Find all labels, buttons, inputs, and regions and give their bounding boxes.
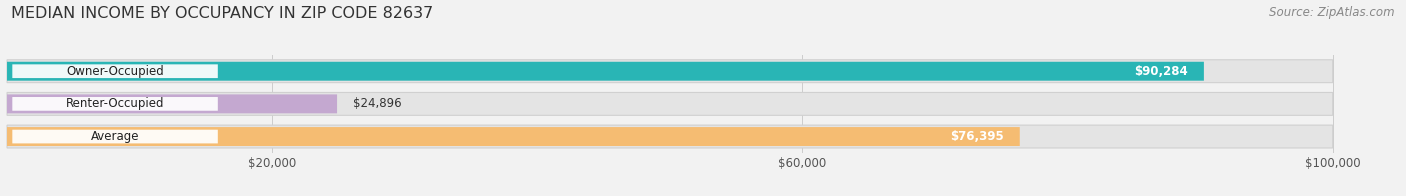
FancyBboxPatch shape: [7, 60, 1333, 83]
Text: $76,395: $76,395: [950, 130, 1004, 143]
Text: Source: ZipAtlas.com: Source: ZipAtlas.com: [1270, 6, 1395, 19]
FancyBboxPatch shape: [13, 64, 218, 78]
Text: Average: Average: [91, 130, 139, 143]
FancyBboxPatch shape: [13, 97, 218, 111]
FancyBboxPatch shape: [7, 125, 1333, 148]
FancyBboxPatch shape: [7, 62, 1204, 81]
FancyBboxPatch shape: [7, 127, 1019, 146]
Text: MEDIAN INCOME BY OCCUPANCY IN ZIP CODE 82637: MEDIAN INCOME BY OCCUPANCY IN ZIP CODE 8…: [11, 6, 433, 21]
FancyBboxPatch shape: [13, 130, 218, 143]
FancyBboxPatch shape: [7, 93, 1333, 115]
Text: Owner-Occupied: Owner-Occupied: [66, 65, 165, 78]
Text: $90,284: $90,284: [1135, 65, 1188, 78]
Text: Renter-Occupied: Renter-Occupied: [66, 97, 165, 110]
FancyBboxPatch shape: [7, 94, 337, 113]
Text: $24,896: $24,896: [353, 97, 402, 110]
